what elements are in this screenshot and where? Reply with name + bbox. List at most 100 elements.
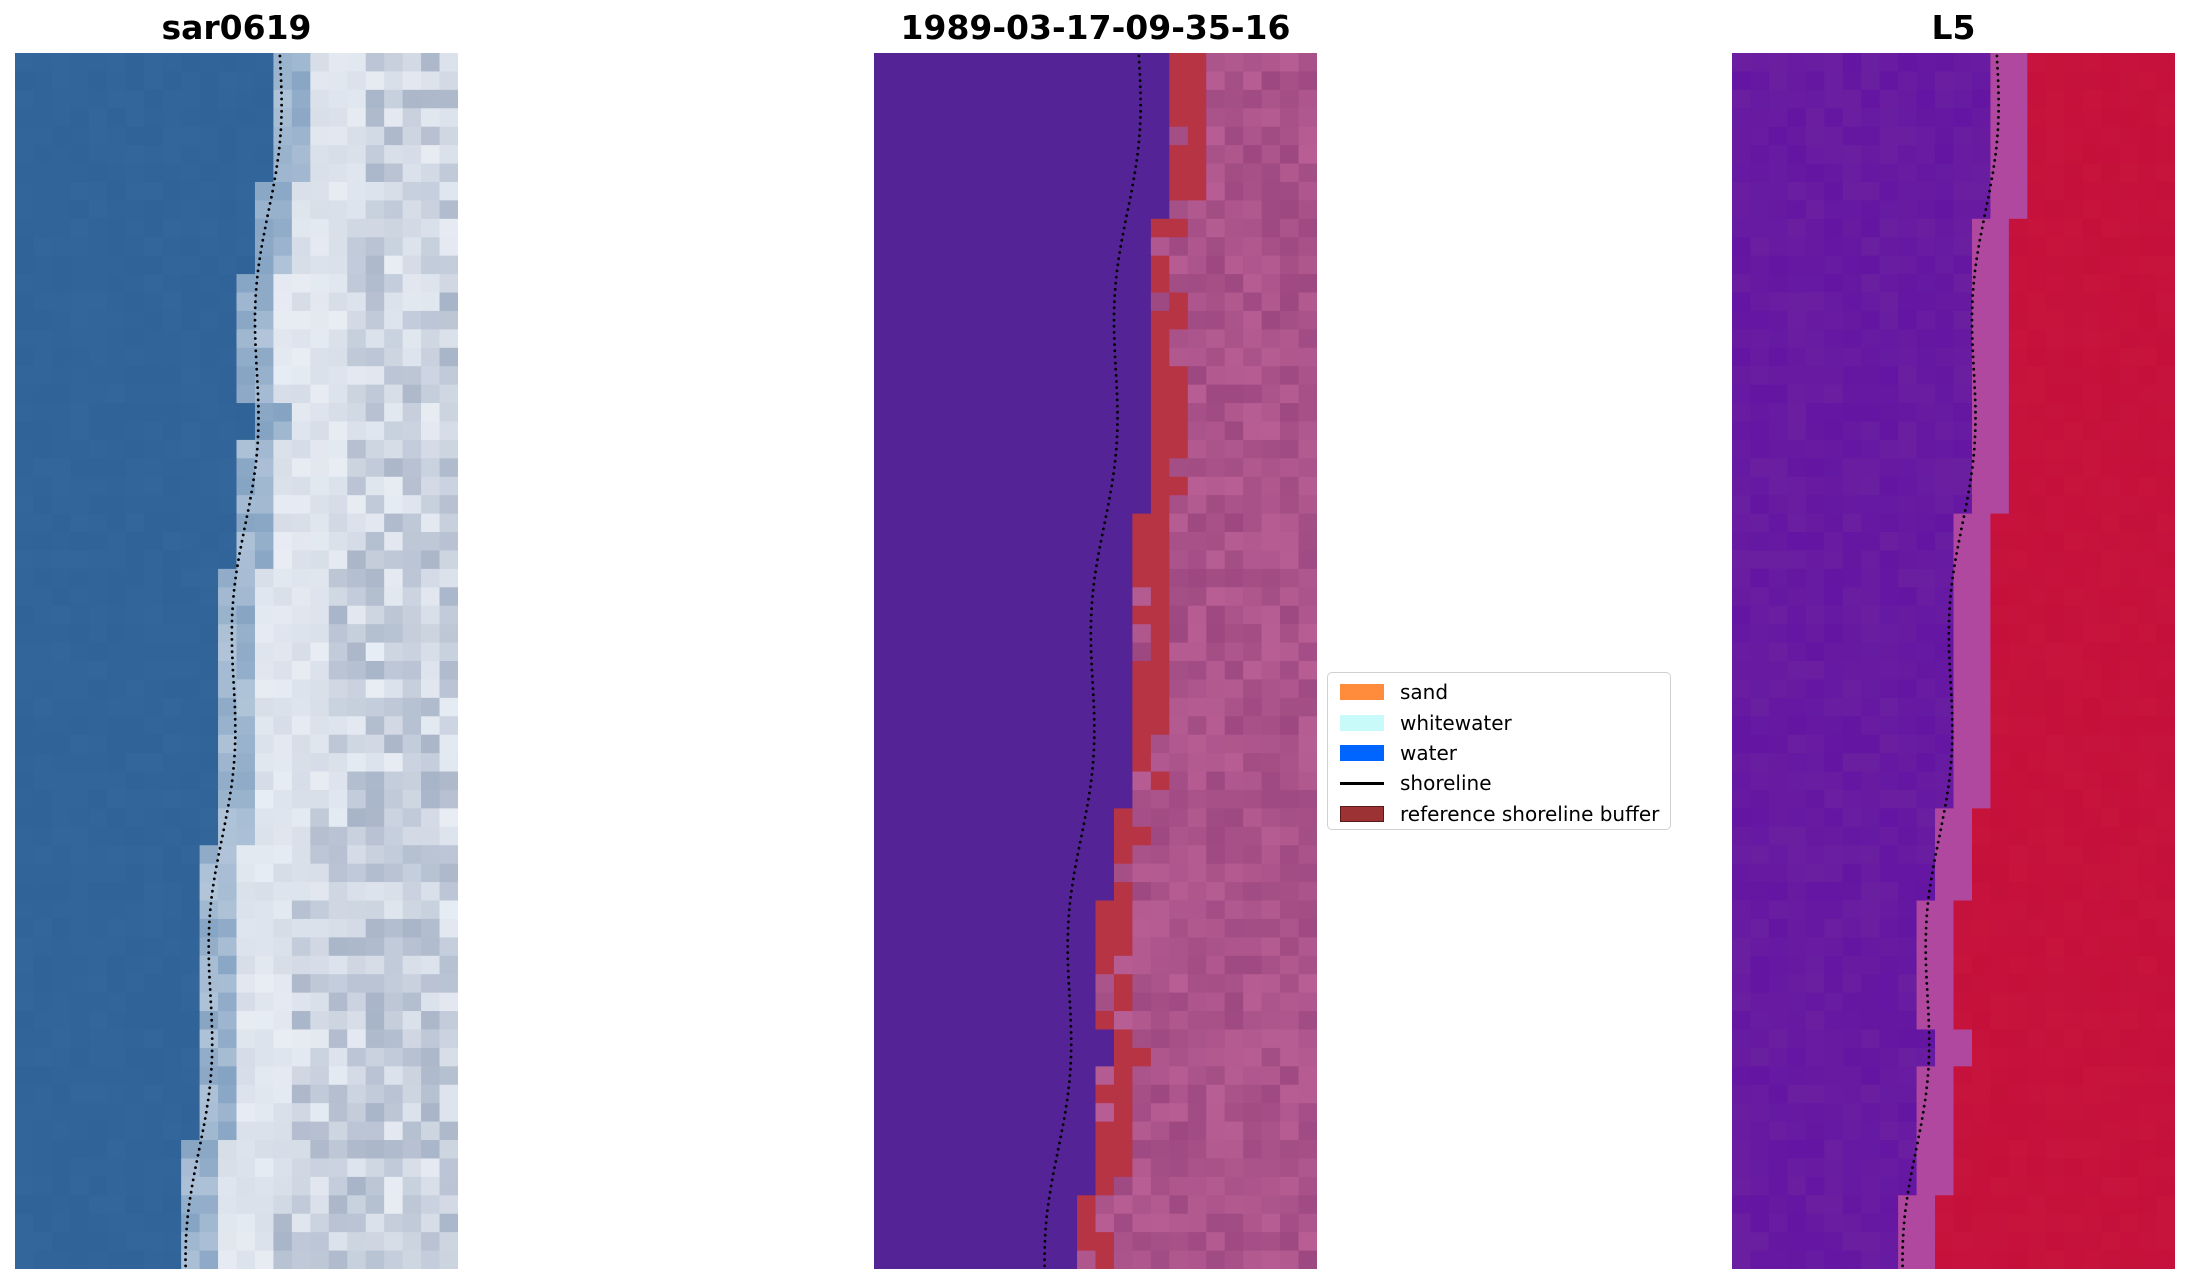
pixel xyxy=(1040,1047,1060,1067)
pixel xyxy=(162,1158,182,1178)
pixel xyxy=(218,568,238,588)
pixel xyxy=(910,845,930,865)
pixel xyxy=(1971,974,1992,994)
pixel xyxy=(2027,789,2047,809)
pixel xyxy=(1040,550,1060,570)
pixel xyxy=(365,974,385,994)
pixel xyxy=(1990,1121,2010,1141)
pixel xyxy=(1003,974,1023,994)
pixel xyxy=(1169,661,1189,681)
pixel xyxy=(33,200,53,220)
pixel xyxy=(1990,1103,2010,1123)
pixel xyxy=(1824,716,1844,736)
pixel xyxy=(1095,292,1115,312)
pixel xyxy=(1953,126,1973,146)
pixel xyxy=(125,605,145,625)
pixel xyxy=(892,624,912,644)
pixel xyxy=(1971,403,1992,423)
pixel xyxy=(929,145,949,165)
pixel xyxy=(236,1121,256,1141)
pixel xyxy=(236,955,256,975)
pixel xyxy=(181,403,201,423)
pixel xyxy=(15,255,35,275)
pixel xyxy=(1021,661,1041,681)
pixel xyxy=(1861,329,1881,349)
pixel xyxy=(1787,697,1807,717)
pixel xyxy=(2045,126,2065,146)
pixel xyxy=(1113,1103,1134,1123)
pixel xyxy=(2064,1121,2084,1141)
pixel xyxy=(1169,274,1189,294)
pixel xyxy=(1990,955,2010,975)
pixel xyxy=(1150,568,1170,588)
pixel xyxy=(1224,1011,1244,1031)
shoreline-dot xyxy=(1067,920,1070,924)
pixel xyxy=(1003,900,1023,920)
pixel xyxy=(1971,366,1992,386)
pixel xyxy=(88,218,108,238)
pixel xyxy=(1077,89,1097,109)
shoreline-dot xyxy=(230,644,234,647)
pixel xyxy=(291,163,311,183)
pixel xyxy=(51,882,71,902)
pixel xyxy=(125,1213,145,1233)
pixel xyxy=(51,403,71,423)
pixel xyxy=(2027,310,2047,330)
pixel xyxy=(181,126,201,146)
pixel xyxy=(1169,163,1189,183)
pixel xyxy=(1003,1232,1023,1252)
pixel xyxy=(1787,310,1807,330)
pixel xyxy=(1132,697,1152,717)
pixel xyxy=(1861,108,1881,128)
pixel xyxy=(384,1176,404,1196)
pixel xyxy=(2045,200,2065,220)
pixel xyxy=(88,1195,108,1215)
pixel xyxy=(1842,495,1862,515)
pixel xyxy=(328,1047,348,1067)
pixel xyxy=(2119,458,2139,478)
pixel xyxy=(1768,163,1788,183)
pixel xyxy=(1206,1213,1226,1233)
pixel xyxy=(1206,679,1226,699)
pixel xyxy=(910,900,930,920)
pixel xyxy=(1787,771,1807,791)
pixel xyxy=(966,163,986,183)
pixel xyxy=(1935,329,1955,349)
pixel xyxy=(2045,642,2065,662)
pixel xyxy=(236,697,256,717)
pixel xyxy=(1824,882,1844,902)
shoreline-dot xyxy=(1092,736,1096,740)
pixel xyxy=(384,126,404,146)
pixel xyxy=(1187,955,1207,975)
pixel xyxy=(402,1011,422,1031)
pixel xyxy=(1768,255,1788,275)
pixel xyxy=(273,1250,293,1269)
pixel xyxy=(1787,1066,1807,1086)
pixel xyxy=(1768,624,1788,644)
pixel xyxy=(1842,679,1862,699)
pixel xyxy=(1058,89,1078,109)
pixel xyxy=(929,992,949,1012)
pixel xyxy=(254,1047,275,1067)
pixel xyxy=(218,789,238,809)
pixel xyxy=(1224,532,1244,552)
pixel xyxy=(310,753,330,773)
pixel xyxy=(1768,734,1788,754)
shoreline-dot xyxy=(207,1092,211,1096)
pixel xyxy=(910,1195,930,1215)
shoreline-dot xyxy=(1112,306,1116,310)
pixel xyxy=(328,789,348,809)
pixel xyxy=(2082,955,2102,975)
pixel xyxy=(1150,1029,1170,1049)
pixel xyxy=(966,421,986,441)
pixel xyxy=(1132,661,1152,681)
pixel xyxy=(2101,974,2121,994)
pixel xyxy=(2082,218,2102,238)
pixel xyxy=(218,1213,238,1233)
shoreline-dot xyxy=(1113,294,1117,297)
pixel xyxy=(1953,974,1973,994)
pixel xyxy=(2064,237,2084,257)
pixel xyxy=(15,421,35,441)
pixel xyxy=(1077,808,1097,828)
pixel xyxy=(2138,789,2158,809)
